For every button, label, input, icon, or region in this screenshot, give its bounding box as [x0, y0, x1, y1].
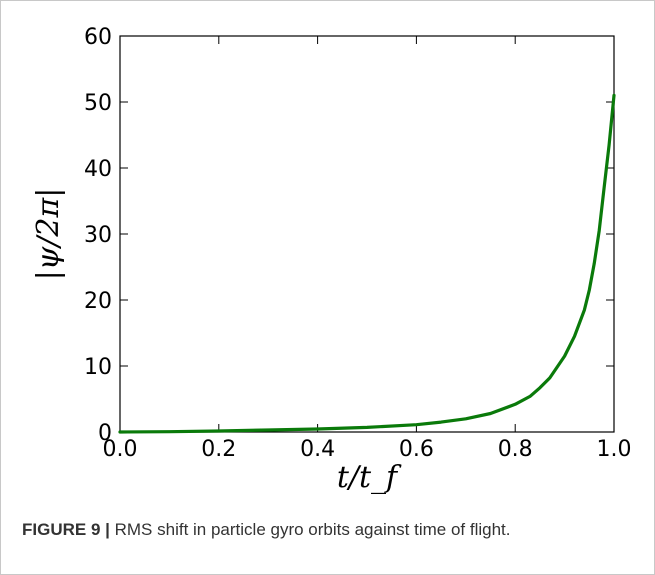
x-tick-label: 0.0 — [103, 437, 138, 462]
caption-label: FIGURE 9 | — [22, 520, 110, 539]
y-axis-label: |ψ/2π| — [31, 188, 66, 281]
y-tick-label: 30 — [84, 223, 112, 248]
y-tick-label: 20 — [84, 289, 112, 314]
x-tick-label: 0.6 — [399, 437, 434, 462]
line-chart: 0.0 0.2 0.4 0.6 0.8 1.0 0 10 20 30 40 50 60 t/t_f |ψ/2… — [31, 25, 632, 495]
x-tick-label: 0.8 — [498, 437, 533, 462]
x-tick-label: 0.4 — [300, 437, 335, 462]
plot-area — [119, 35, 615, 433]
y-tick-label: 10 — [84, 355, 112, 380]
x-tick-label: 1.0 — [597, 437, 632, 462]
y-tick-label: 50 — [84, 91, 112, 116]
x-tick-label: 0.2 — [201, 437, 236, 462]
x-axis-label: t/t_f — [337, 460, 402, 495]
y-tick-label: 40 — [84, 157, 112, 182]
y-tick-label: 60 — [84, 25, 112, 50]
series-line — [118, 93, 616, 434]
caption-text: RMS shift in particle gyro orbits agains… — [109, 520, 511, 539]
y-tick-label: 0 — [98, 421, 112, 446]
figure-caption: FIGURE 9 | RMS shift in particle gyro or… — [22, 520, 511, 540]
